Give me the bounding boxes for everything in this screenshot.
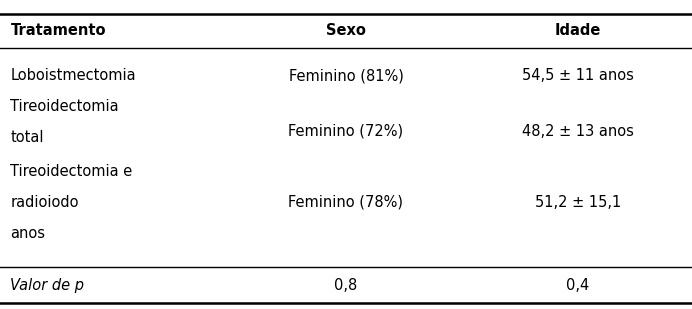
Text: Loboistmectomia: Loboistmectomia [10, 68, 136, 83]
Text: Tratamento: Tratamento [10, 23, 106, 38]
Text: Idade: Idade [554, 23, 601, 38]
Text: Sexo: Sexo [326, 23, 366, 38]
Text: 48,2 ± 13 anos: 48,2 ± 13 anos [522, 124, 634, 139]
Text: Tireoidectomia: Tireoidectomia [10, 99, 119, 114]
Text: anos: anos [10, 226, 46, 241]
Text: 51,2 ± 15,1: 51,2 ± 15,1 [535, 195, 621, 210]
Text: radioiodo: radioiodo [10, 195, 79, 210]
Text: Feminino (81%): Feminino (81%) [289, 68, 403, 83]
Text: Feminino (72%): Feminino (72%) [289, 124, 403, 139]
Text: 0,8: 0,8 [334, 278, 358, 293]
Text: Feminino (78%): Feminino (78%) [289, 195, 403, 210]
Text: total: total [10, 130, 44, 145]
Text: 0,4: 0,4 [566, 278, 590, 293]
Text: 54,5 ± 11 anos: 54,5 ± 11 anos [522, 68, 634, 83]
Text: Valor de p: Valor de p [10, 278, 84, 293]
Text: Tireoidectomia e: Tireoidectomia e [10, 164, 133, 179]
